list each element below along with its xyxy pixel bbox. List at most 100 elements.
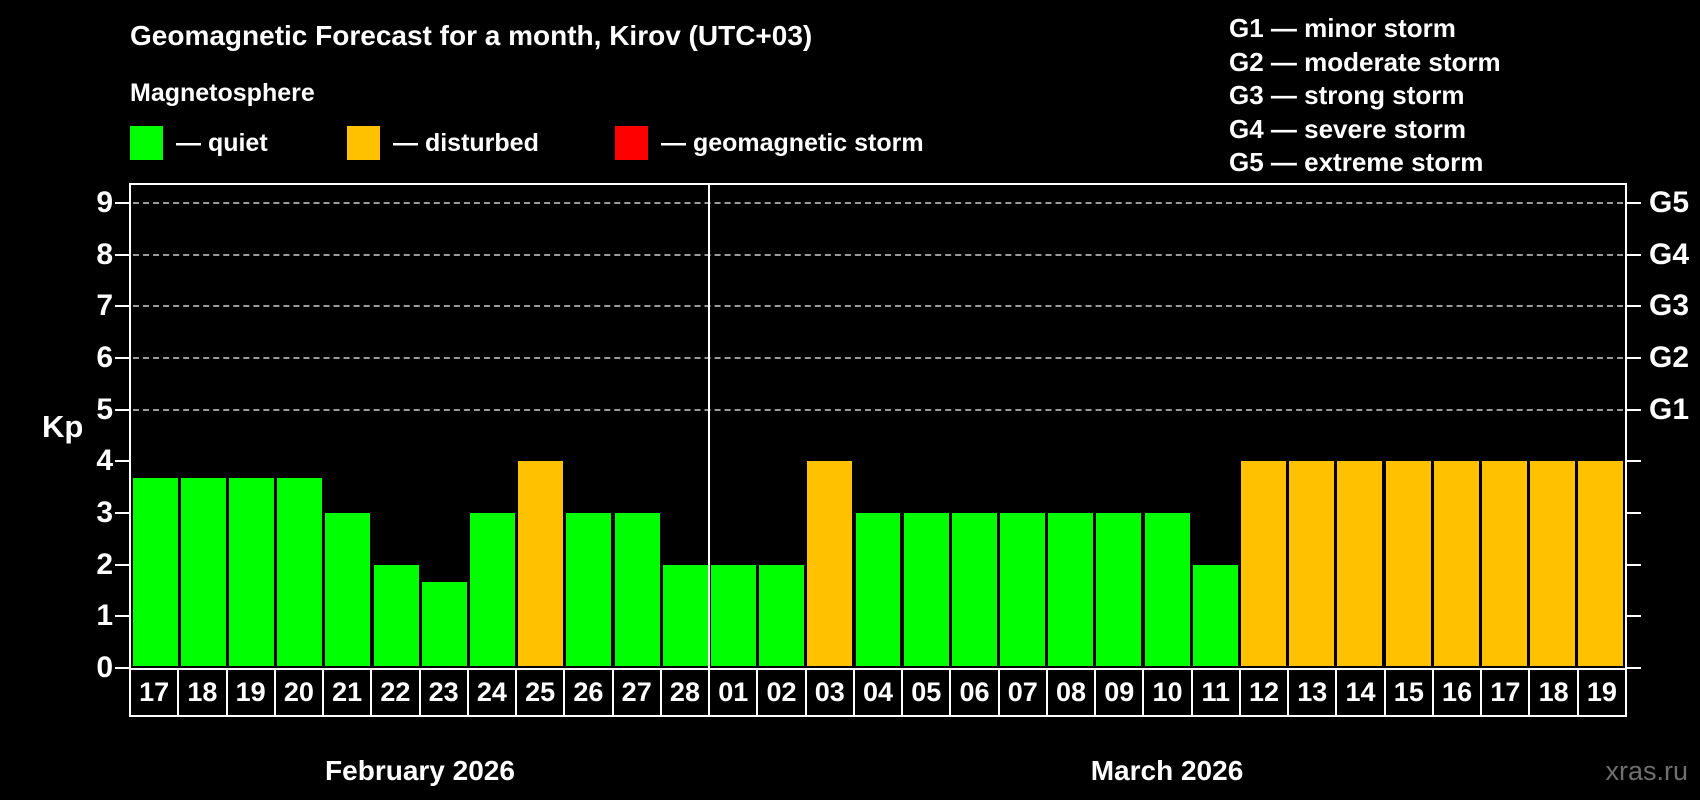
date-cell-23: 23 [420,670,467,715]
legend-label-quiet: — quiet [176,128,268,157]
kp-bar-day-10 [1144,513,1190,666]
y-tick-label-3: 3 [96,496,113,529]
legend-item-disturbed: — disturbed [347,126,539,160]
right-tick-kp1 [1627,615,1641,618]
right-tick-kp3 [1627,512,1641,514]
kp-bar-day-26 [566,513,612,666]
date-cell-28: 28 [661,670,709,715]
g5-legend-line: G5 — extreme storm [1229,147,1484,177]
g4-legend-line: G4 — severe storm [1229,113,1467,144]
date-cell-18: 18 [179,670,226,715]
date-cell-10: 10 [1144,670,1191,715]
kp-bar-day-18 [1530,461,1576,666]
gridline-kp8 [133,253,1623,256]
y-axis-title: Kp [42,409,84,444]
kp-bar-day-23 [421,581,467,666]
y-tick-label-7: 7 [96,289,113,323]
date-cell-06: 06 [951,670,998,715]
date-cell-15: 15 [1385,670,1432,715]
date-cell-03: 03 [806,670,853,715]
disturbed-color-swatch [347,126,380,160]
date-cell-13: 13 [1289,670,1336,715]
g-tick-label-g5: G5 [1649,186,1690,219]
kp-bar-day-20 [277,478,323,666]
right-tick-kp6 [1627,357,1641,359]
month-label-february: February 2026 [325,755,515,786]
date-cell-09: 09 [1096,670,1143,715]
date-cell-14: 14 [1337,670,1384,715]
y-tick-label-0: 0 [96,651,113,684]
g-tick-label-g4: G4 [1649,237,1690,271]
kp-bar-day-22 [373,564,419,666]
date-cell-17: 17 [131,670,178,715]
g-tick-label-g2: G2 [1649,341,1690,374]
kp-bar-day-05 [903,513,949,666]
kp-bar-day-28 [662,564,708,666]
date-cell-27: 27 [613,670,660,715]
date-cell-18: 18 [1530,670,1577,715]
g3-legend-line: G3 — strong storm [1229,80,1465,110]
month-label-march: March 2026 [1090,755,1244,786]
date-cell-04: 04 [854,670,902,715]
month-divider [708,185,711,668]
magnetosphere-label: Magnetosphere [130,79,315,107]
right-tick-kp0 [1627,667,1641,669]
y-tick-label-5: 5 [96,392,113,426]
legend-item-quiet: — quiet [130,126,268,160]
left-tick-kp0 [115,667,129,669]
kp-bar-day-02 [759,564,805,666]
legend-item-storm: — geomagnetic storm [615,126,924,160]
kp-bar-day-09 [1096,513,1142,666]
right-tick-kp2 [1627,563,1641,566]
date-cell-12: 12 [1240,670,1288,715]
kp-bar-day-14 [1337,461,1383,666]
date-cell-01: 01 [710,670,757,715]
left-tick-kp7 [115,305,129,308]
kp-bar-day-08 [1048,513,1094,666]
date-cell-19: 19 [1578,670,1625,715]
kp-bar-day-18 [180,478,226,666]
date-cell-25: 25 [517,670,564,715]
date-cell-07: 07 [999,670,1046,715]
left-tick-kp9 [115,202,129,204]
kp-bar-day-12 [1241,461,1287,666]
right-tick-kp7 [1627,305,1641,308]
kp-bar-day-06 [951,513,997,666]
y-tick-label-1: 1 [96,599,113,633]
left-tick-kp8 [115,253,129,256]
chart-title: Geomagnetic Forecast for a month, Kirov … [130,20,813,51]
g2-legend-line: G2 — moderate storm [1229,46,1501,77]
legend-label-disturbed: — disturbed [393,128,539,157]
kp-bar-day-21 [325,513,371,666]
kp-bar-day-03 [807,461,853,666]
storm-color-swatch [615,126,648,160]
y-tick-label-6: 6 [96,341,113,374]
left-tick-kp4 [115,460,129,463]
right-tick-kp9 [1627,202,1641,204]
date-cell-24: 24 [468,670,516,715]
date-axis-row: 17 18 19 20 21 22 23 24 25 26 27 28 01 02 03 04 05 06 07 08… [129,668,1627,717]
quiet-color-swatch [130,126,163,160]
date-cell-17: 17 [1482,670,1529,715]
date-cell-21: 21 [324,670,371,715]
kp-bar-day-17 [1482,461,1527,666]
kp-bar-day-13 [1289,461,1335,666]
right-tick-kp5 [1627,408,1641,411]
kp-bar-day-24 [469,513,515,666]
gridline-kp5 [133,408,1623,411]
date-cell-02: 02 [758,670,805,715]
left-tick-kp6 [115,357,129,359]
date-cell-19: 19 [227,670,274,715]
g-tick-label-g1: G1 [1649,392,1690,426]
y-tick-label-9: 9 [96,186,113,219]
g-tick-label-g3: G3 [1649,289,1690,323]
kp-bar-day-07 [1000,513,1046,666]
kp-bar-day-15 [1385,461,1431,666]
gridline-kp9 [133,202,1623,204]
date-cell-11: 11 [1192,670,1239,715]
kp-bar-day-19 [228,478,274,666]
date-cell-26: 26 [565,670,612,715]
y-tick-label-4: 4 [96,444,113,478]
y-tick-label-2: 2 [96,547,113,581]
left-tick-kp1 [115,615,129,618]
